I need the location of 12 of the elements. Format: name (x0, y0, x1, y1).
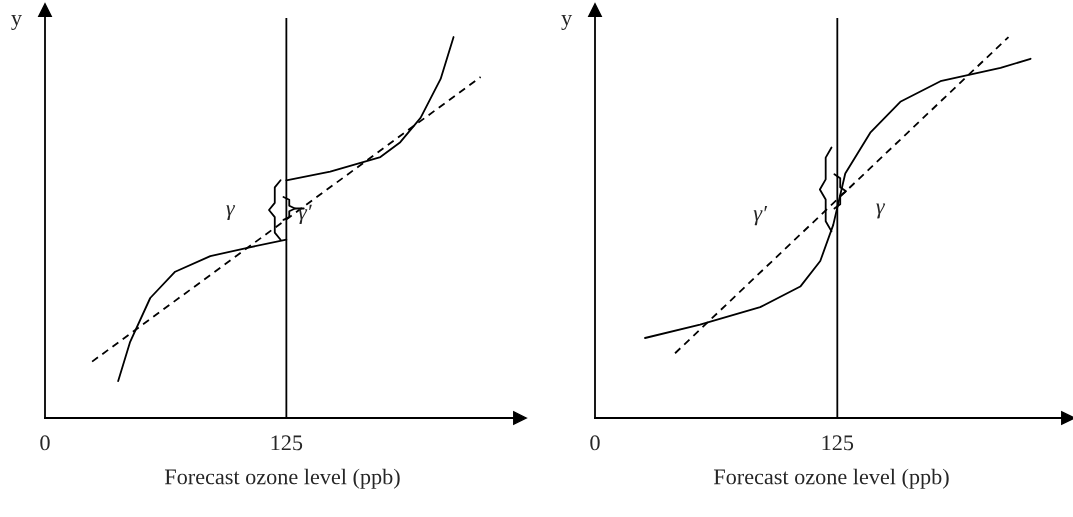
annotation: γ (876, 203, 886, 219)
x-tick-label: 125 (822, 435, 854, 451)
y-axis-title: y (11, 15, 22, 30)
annotation: γ′ (298, 204, 312, 225)
x-axis-title: Forecast ozone level (ppb) (164, 468, 400, 489)
annotation: γ′ (753, 205, 768, 226)
annotation: γ (226, 205, 236, 221)
x-tick-label: 125 (271, 435, 303, 451)
x-tick-label: 0 (40, 435, 50, 451)
x-tick-label: 0 (590, 435, 600, 451)
y-axis-title: y (561, 15, 573, 30)
x-axis-title: Forecast ozone level (ppb) (713, 468, 949, 489)
